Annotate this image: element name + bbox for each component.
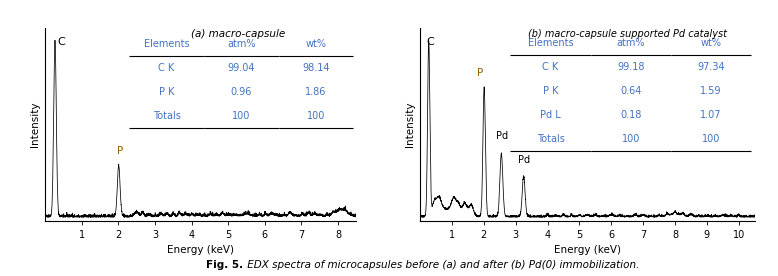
Text: (b) macro-capsule supported Pd catalyst: (b) macro-capsule supported Pd catalyst [528, 29, 727, 39]
Text: C: C [58, 37, 65, 47]
Text: C: C [427, 37, 435, 47]
Text: (a) macro-capsule: (a) macro-capsule [191, 29, 286, 39]
Text: P: P [117, 146, 124, 156]
Y-axis label: Intensity: Intensity [30, 102, 40, 147]
Text: Pd: Pd [496, 131, 508, 141]
Text: Pd: Pd [518, 155, 531, 165]
Text: Fig. 5.: Fig. 5. [206, 261, 244, 270]
X-axis label: Energy (keV): Energy (keV) [554, 245, 621, 255]
Text: P: P [477, 68, 483, 78]
Text: EDX spectra of microcapsules before (a) and after (b) Pd(0) immobilization.: EDX spectra of microcapsules before (a) … [244, 261, 639, 270]
X-axis label: Energy (keV): Energy (keV) [167, 245, 234, 255]
Y-axis label: Intensity: Intensity [405, 102, 415, 147]
